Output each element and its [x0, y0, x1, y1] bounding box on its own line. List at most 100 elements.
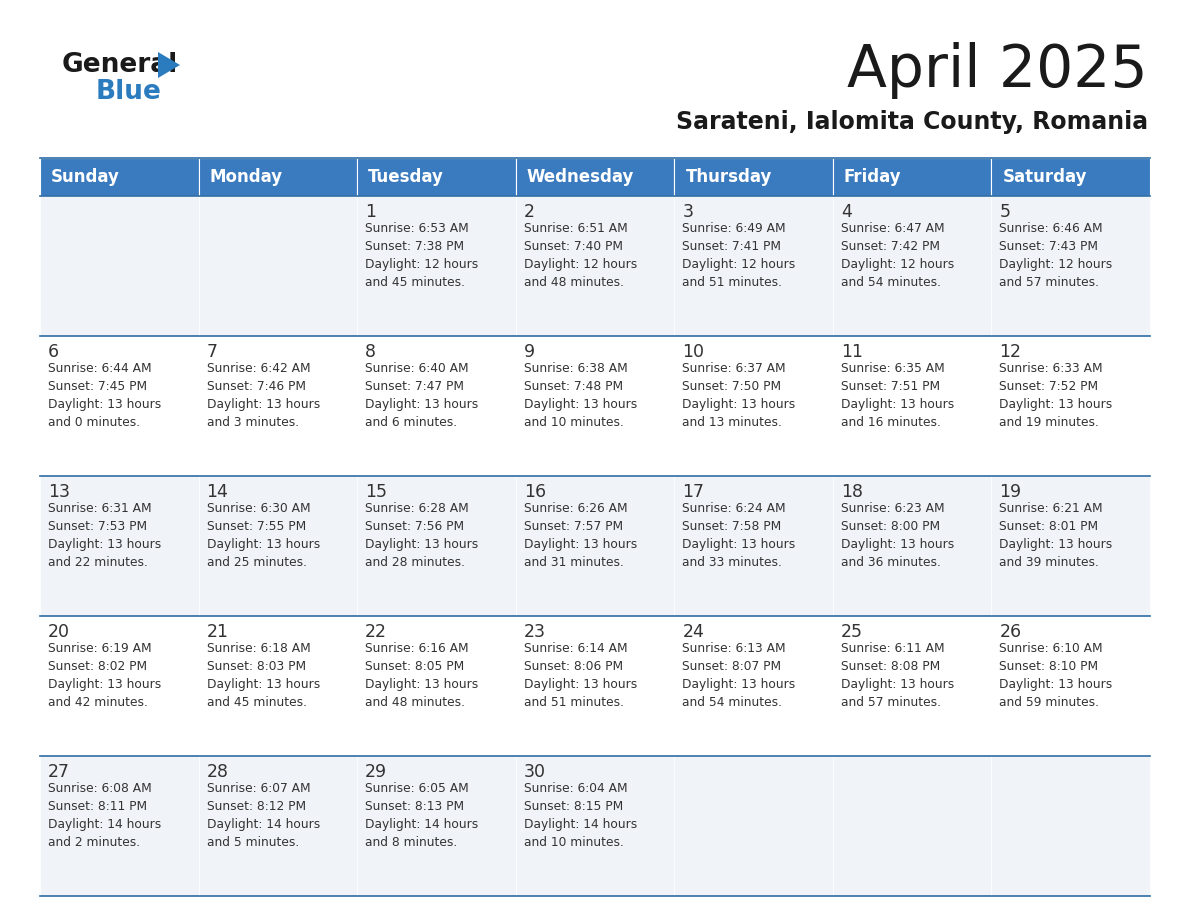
Text: Sunrise: 6:23 AM
Sunset: 8:00 PM
Daylight: 13 hours
and 36 minutes.: Sunrise: 6:23 AM Sunset: 8:00 PM Dayligh… — [841, 502, 954, 569]
Text: Sunrise: 6:53 AM
Sunset: 7:38 PM
Daylight: 12 hours
and 45 minutes.: Sunrise: 6:53 AM Sunset: 7:38 PM Dayligh… — [365, 222, 479, 289]
Text: 8: 8 — [365, 343, 377, 361]
Bar — [40, 336, 198, 476]
Text: Sunrise: 6:10 AM
Sunset: 8:10 PM
Daylight: 13 hours
and 59 minutes.: Sunrise: 6:10 AM Sunset: 8:10 PM Dayligh… — [999, 642, 1113, 709]
Bar — [516, 336, 675, 476]
Bar — [833, 196, 992, 336]
Text: 4: 4 — [841, 203, 852, 221]
Text: 6: 6 — [48, 343, 59, 361]
Text: 17: 17 — [682, 483, 704, 501]
Text: Sunrise: 6:46 AM
Sunset: 7:43 PM
Daylight: 12 hours
and 57 minutes.: Sunrise: 6:46 AM Sunset: 7:43 PM Dayligh… — [999, 222, 1113, 289]
Text: #1a1a1a: #1a1a1a — [62, 47, 69, 48]
Text: Sunrise: 6:11 AM
Sunset: 8:08 PM
Daylight: 13 hours
and 57 minutes.: Sunrise: 6:11 AM Sunset: 8:08 PM Dayligh… — [841, 642, 954, 709]
Text: Monday: Monday — [209, 168, 283, 186]
Bar — [40, 756, 198, 896]
Bar — [358, 476, 516, 616]
Text: Saturday: Saturday — [1003, 168, 1087, 186]
Bar — [675, 158, 833, 196]
Text: Sunrise: 6:30 AM
Sunset: 7:55 PM
Daylight: 13 hours
and 25 minutes.: Sunrise: 6:30 AM Sunset: 7:55 PM Dayligh… — [207, 502, 320, 569]
Text: Sunrise: 6:35 AM
Sunset: 7:51 PM
Daylight: 13 hours
and 16 minutes.: Sunrise: 6:35 AM Sunset: 7:51 PM Dayligh… — [841, 362, 954, 429]
Text: Blue: Blue — [96, 79, 162, 105]
Bar — [198, 476, 358, 616]
Text: General: General — [62, 52, 178, 78]
Bar — [675, 756, 833, 896]
Bar — [833, 756, 992, 896]
Bar — [516, 616, 675, 756]
Text: 30: 30 — [524, 763, 545, 781]
Text: 10: 10 — [682, 343, 704, 361]
Text: Sunrise: 6:28 AM
Sunset: 7:56 PM
Daylight: 13 hours
and 28 minutes.: Sunrise: 6:28 AM Sunset: 7:56 PM Dayligh… — [365, 502, 479, 569]
Text: Sunrise: 6:04 AM
Sunset: 8:15 PM
Daylight: 14 hours
and 10 minutes.: Sunrise: 6:04 AM Sunset: 8:15 PM Dayligh… — [524, 782, 637, 849]
Bar — [675, 616, 833, 756]
Text: Wednesday: Wednesday — [526, 168, 634, 186]
Bar — [198, 336, 358, 476]
Text: 16: 16 — [524, 483, 545, 501]
Bar — [516, 158, 675, 196]
Text: 23: 23 — [524, 623, 545, 641]
Text: Sunrise: 6:26 AM
Sunset: 7:57 PM
Daylight: 13 hours
and 31 minutes.: Sunrise: 6:26 AM Sunset: 7:57 PM Dayligh… — [524, 502, 637, 569]
Bar — [198, 756, 358, 896]
Text: Sunday: Sunday — [51, 168, 120, 186]
Bar — [358, 756, 516, 896]
Bar — [992, 756, 1150, 896]
Bar — [833, 616, 992, 756]
Bar — [992, 616, 1150, 756]
Bar — [833, 158, 992, 196]
Text: Sunrise: 6:51 AM
Sunset: 7:40 PM
Daylight: 12 hours
and 48 minutes.: Sunrise: 6:51 AM Sunset: 7:40 PM Dayligh… — [524, 222, 637, 289]
Bar — [516, 196, 675, 336]
Text: Sunrise: 6:16 AM
Sunset: 8:05 PM
Daylight: 13 hours
and 48 minutes.: Sunrise: 6:16 AM Sunset: 8:05 PM Dayligh… — [365, 642, 479, 709]
Bar — [992, 196, 1150, 336]
Text: 21: 21 — [207, 623, 228, 641]
Bar — [198, 616, 358, 756]
Bar — [516, 476, 675, 616]
Text: Sunrise: 6:37 AM
Sunset: 7:50 PM
Daylight: 13 hours
and 13 minutes.: Sunrise: 6:37 AM Sunset: 7:50 PM Dayligh… — [682, 362, 796, 429]
Text: Sunrise: 6:40 AM
Sunset: 7:47 PM
Daylight: 13 hours
and 6 minutes.: Sunrise: 6:40 AM Sunset: 7:47 PM Dayligh… — [365, 362, 479, 429]
Text: Sunrise: 6:14 AM
Sunset: 8:06 PM
Daylight: 13 hours
and 51 minutes.: Sunrise: 6:14 AM Sunset: 8:06 PM Dayligh… — [524, 642, 637, 709]
Text: 19: 19 — [999, 483, 1022, 501]
Bar — [358, 616, 516, 756]
Text: 1: 1 — [365, 203, 377, 221]
Bar — [992, 476, 1150, 616]
Text: 11: 11 — [841, 343, 862, 361]
Text: 28: 28 — [207, 763, 228, 781]
Text: Sunrise: 6:47 AM
Sunset: 7:42 PM
Daylight: 12 hours
and 54 minutes.: Sunrise: 6:47 AM Sunset: 7:42 PM Dayligh… — [841, 222, 954, 289]
Bar — [992, 158, 1150, 196]
Bar — [833, 476, 992, 616]
Text: 13: 13 — [48, 483, 70, 501]
Text: Sunrise: 6:05 AM
Sunset: 8:13 PM
Daylight: 14 hours
and 8 minutes.: Sunrise: 6:05 AM Sunset: 8:13 PM Dayligh… — [365, 782, 479, 849]
Text: 27: 27 — [48, 763, 70, 781]
Bar — [40, 476, 198, 616]
Bar — [198, 196, 358, 336]
Bar — [992, 336, 1150, 476]
Text: Sunrise: 6:08 AM
Sunset: 8:11 PM
Daylight: 14 hours
and 2 minutes.: Sunrise: 6:08 AM Sunset: 8:11 PM Dayligh… — [48, 782, 162, 849]
Text: 29: 29 — [365, 763, 387, 781]
Text: Sunrise: 6:38 AM
Sunset: 7:48 PM
Daylight: 13 hours
and 10 minutes.: Sunrise: 6:38 AM Sunset: 7:48 PM Dayligh… — [524, 362, 637, 429]
Bar — [675, 336, 833, 476]
Bar — [675, 476, 833, 616]
Text: Sunrise: 6:24 AM
Sunset: 7:58 PM
Daylight: 13 hours
and 33 minutes.: Sunrise: 6:24 AM Sunset: 7:58 PM Dayligh… — [682, 502, 796, 569]
Text: Friday: Friday — [843, 168, 902, 186]
Text: Sunrise: 6:33 AM
Sunset: 7:52 PM
Daylight: 13 hours
and 19 minutes.: Sunrise: 6:33 AM Sunset: 7:52 PM Dayligh… — [999, 362, 1113, 429]
Text: Sunrise: 6:42 AM
Sunset: 7:46 PM
Daylight: 13 hours
and 3 minutes.: Sunrise: 6:42 AM Sunset: 7:46 PM Dayligh… — [207, 362, 320, 429]
Text: Tuesday: Tuesday — [368, 168, 444, 186]
Bar — [40, 196, 198, 336]
Bar — [358, 196, 516, 336]
Text: 3: 3 — [682, 203, 694, 221]
Bar — [675, 196, 833, 336]
Text: 9: 9 — [524, 343, 535, 361]
Text: 26: 26 — [999, 623, 1022, 641]
Text: Sunrise: 6:21 AM
Sunset: 8:01 PM
Daylight: 13 hours
and 39 minutes.: Sunrise: 6:21 AM Sunset: 8:01 PM Dayligh… — [999, 502, 1113, 569]
Text: Sunrise: 6:31 AM
Sunset: 7:53 PM
Daylight: 13 hours
and 22 minutes.: Sunrise: 6:31 AM Sunset: 7:53 PM Dayligh… — [48, 502, 162, 569]
Text: Sunrise: 6:44 AM
Sunset: 7:45 PM
Daylight: 13 hours
and 0 minutes.: Sunrise: 6:44 AM Sunset: 7:45 PM Dayligh… — [48, 362, 162, 429]
Text: 25: 25 — [841, 623, 862, 641]
Text: Sunrise: 6:07 AM
Sunset: 8:12 PM
Daylight: 14 hours
and 5 minutes.: Sunrise: 6:07 AM Sunset: 8:12 PM Dayligh… — [207, 782, 320, 849]
Bar — [833, 336, 992, 476]
Bar — [358, 336, 516, 476]
Bar — [40, 616, 198, 756]
Text: April 2025: April 2025 — [847, 42, 1148, 99]
Text: Sunrise: 6:18 AM
Sunset: 8:03 PM
Daylight: 13 hours
and 45 minutes.: Sunrise: 6:18 AM Sunset: 8:03 PM Dayligh… — [207, 642, 320, 709]
Text: Sunrise: 6:19 AM
Sunset: 8:02 PM
Daylight: 13 hours
and 42 minutes.: Sunrise: 6:19 AM Sunset: 8:02 PM Dayligh… — [48, 642, 162, 709]
Text: 5: 5 — [999, 203, 1011, 221]
Text: 24: 24 — [682, 623, 704, 641]
Bar — [198, 158, 358, 196]
Text: 18: 18 — [841, 483, 862, 501]
